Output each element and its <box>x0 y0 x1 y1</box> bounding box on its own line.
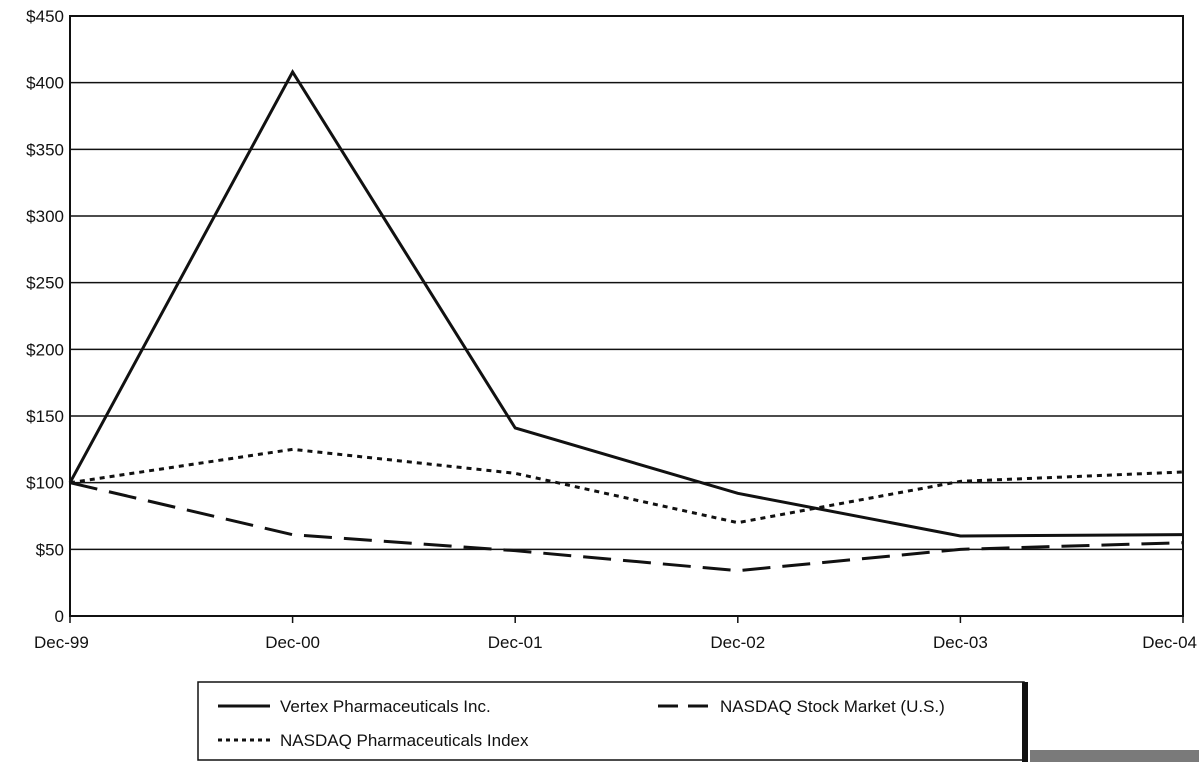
y-tick-label: 0 <box>55 607 64 626</box>
gridlines <box>70 81 1183 551</box>
y-tick-label: $300 <box>26 207 64 226</box>
y-axis-tick-labels: 0 $50 $100 $150 $200 $250 $300 $350 $400 $450 <box>26 7 64 626</box>
legend-label-2: NASDAQ Stock Market (U.S.) <box>720 697 945 716</box>
legend: Vertex Pharmaceuticals Inc. NASDAQ Stock … <box>197 681 1199 762</box>
corner-decoration <box>1030 750 1199 762</box>
y-tick-label: $350 <box>26 140 64 159</box>
x-tick-label: Dec-99 <box>34 633 89 652</box>
series-lines <box>68 69 1184 573</box>
legend-label-1: Vertex Pharmaceuticals Inc. <box>280 697 491 716</box>
legend-label-3: NASDAQ Pharmaceuticals Index <box>280 731 529 750</box>
series-line-3 <box>69 447 1184 525</box>
x-axis-tick-labels: Dec-99 Dec-00 Dec-01 Dec-02 Dec-03 Dec-04 <box>34 616 1197 652</box>
y-tick-label: $200 <box>26 340 64 359</box>
x-tick-label: Dec-04 <box>1142 633 1197 652</box>
x-tick-label: Dec-02 <box>710 633 765 652</box>
y-tick-label: $400 <box>26 74 64 93</box>
series-line-1 <box>68 69 1184 538</box>
y-tick-label: $150 <box>26 407 64 426</box>
legend-shadow <box>1022 682 1028 762</box>
x-tick-label: Dec-00 <box>265 633 320 652</box>
x-tick-label: Dec-01 <box>488 633 543 652</box>
y-tick-label: $100 <box>26 474 64 493</box>
series-line-2 <box>69 481 1184 573</box>
y-tick-label: $50 <box>36 540 64 559</box>
x-tick-label: Dec-03 <box>933 633 988 652</box>
plot-area-frame <box>69 15 1184 617</box>
y-tick-label: $450 <box>26 7 64 26</box>
y-tick-label: $250 <box>26 274 64 293</box>
